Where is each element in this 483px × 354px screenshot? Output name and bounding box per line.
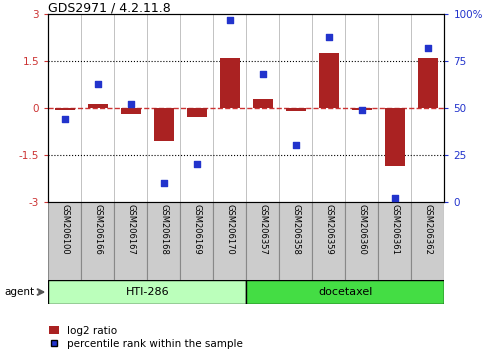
Bar [412,202,444,280]
Bar [418,58,438,108]
Bar [313,202,345,280]
Point [226,17,234,23]
Text: GSM206169: GSM206169 [192,204,201,255]
Bar [385,108,405,166]
Bar [180,202,213,280]
Text: GSM206166: GSM206166 [93,204,102,255]
Text: GSM206167: GSM206167 [127,204,135,255]
Bar [220,58,240,108]
Point [259,72,267,77]
Point [391,195,399,201]
Point [94,81,102,86]
Bar [55,108,75,109]
Bar [48,202,81,280]
Bar [378,202,412,280]
Text: HTI-286: HTI-286 [126,287,169,297]
Text: GSM206362: GSM206362 [424,204,432,255]
Bar [81,202,114,280]
Bar [114,202,147,280]
Bar [48,280,246,304]
Point [160,180,168,186]
Text: docetaxel: docetaxel [318,287,372,297]
Point [127,101,135,107]
Point [358,107,366,113]
Legend: log2 ratio, percentile rank within the sample: log2 ratio, percentile rank within the s… [49,326,243,349]
Bar [246,202,279,280]
Bar [147,202,180,280]
Bar [352,108,372,110]
Point [61,116,69,122]
Text: GSM206357: GSM206357 [258,204,267,255]
Bar [253,98,273,108]
Bar [88,104,108,108]
Bar [121,108,141,114]
Text: GSM206358: GSM206358 [291,204,300,255]
Text: GDS2971 / 4.2.11.8: GDS2971 / 4.2.11.8 [48,1,171,14]
Text: GSM206359: GSM206359 [325,204,333,255]
Bar [319,53,339,108]
Bar [345,202,378,280]
Point [193,161,201,167]
Bar [279,202,313,280]
Text: GSM206100: GSM206100 [60,204,69,255]
Point [292,143,300,148]
Point [424,45,432,51]
Text: GSM206361: GSM206361 [390,204,399,255]
Point [325,34,333,40]
Bar [246,280,444,304]
Text: GSM206360: GSM206360 [357,204,366,255]
Bar [187,108,207,118]
Bar [213,202,246,280]
Bar [286,108,306,111]
Text: GSM206170: GSM206170 [226,204,234,255]
Text: GSM206168: GSM206168 [159,204,168,255]
Text: agent: agent [5,287,35,297]
Bar [154,108,174,141]
